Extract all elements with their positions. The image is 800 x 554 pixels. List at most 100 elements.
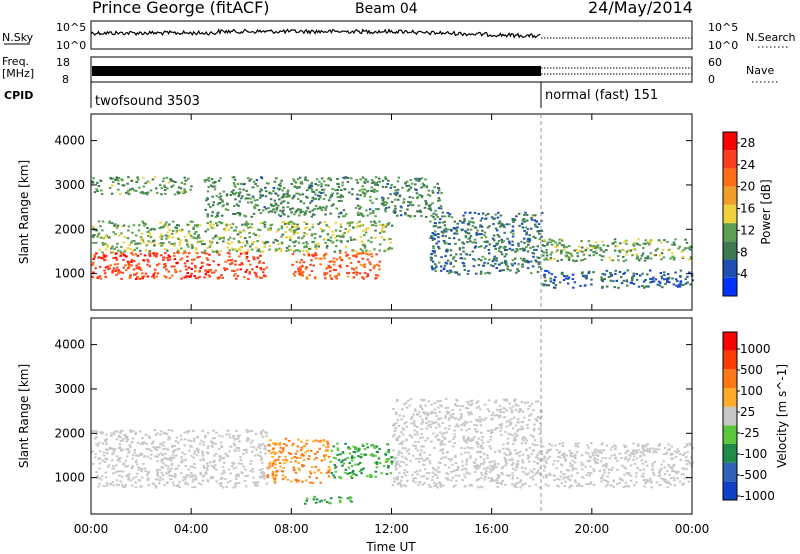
heatmap-cell [437,226,440,229]
heatmap-cell [632,274,635,277]
heatmap-cell [256,185,259,188]
heatmap-cell [121,470,125,473]
heatmap-cell [442,456,445,459]
heatmap-cell [184,482,187,485]
heatmap-cell [389,238,392,240]
heatmap-cell [404,213,407,216]
heatmap-cell [446,228,450,231]
heatmap-cell [259,222,262,225]
heatmap-cell [172,220,175,223]
heatmap-cell [631,277,634,280]
heatmap-cell [341,464,344,467]
heatmap-cell [521,437,524,440]
heatmap-cell [100,478,103,481]
heatmap-cell [260,268,263,271]
heatmap-cell [118,443,122,446]
heatmap-cell [169,470,172,473]
heatmap-cell [201,261,205,264]
heatmap-cell [175,262,178,265]
heatmap-cell [462,250,465,253]
heatmap-cell [314,204,318,207]
heatmap-cell [326,445,330,448]
heatmap-cell [439,441,442,444]
heatmap-cell [302,459,306,462]
heatmap-cell [476,430,479,433]
heatmap-cell [475,407,479,409]
heatmap-cell [601,280,604,283]
heatmap-cell [601,442,604,445]
heatmap-cell [607,276,611,278]
heatmap-cell [325,446,328,449]
heatmap-cell [677,471,680,473]
heatmap-cell [371,455,375,458]
heatmap-cell [496,229,499,232]
heatmap-cell [533,427,536,430]
heatmap-cell [91,275,94,278]
heatmap-cell [429,209,433,212]
heatmap-cell [204,471,208,474]
heatmap-cell [679,269,683,272]
heatmap-cell [261,429,265,432]
heatmap-cell [643,286,646,289]
heatmap-cell [615,279,618,282]
heatmap-cell [97,477,100,480]
heatmap-cell [286,478,290,481]
heatmap-cell [523,229,526,232]
heatmap-cell [280,225,284,228]
heatmap-cell [389,472,393,475]
heatmap-cell [436,434,439,437]
heatmap-cell [461,228,464,231]
heatmap-cell [626,269,630,272]
colorbar-swatch [723,388,737,407]
heatmap-cell [263,245,267,248]
heatmap-cell [574,467,578,470]
heatmap-cell [390,224,394,227]
heatmap-cell [409,186,413,189]
heatmap-cell [160,254,163,257]
heatmap-cell [265,435,268,437]
heatmap-cell [464,230,467,233]
heatmap-cell [185,239,188,241]
heatmap-cell [199,471,202,474]
heatmap-cell [244,215,248,218]
heatmap-cell [340,241,343,244]
heatmap-cell [355,226,359,229]
heatmap-cell [396,478,399,481]
heatmap-cell [415,192,419,195]
heatmap-cell [292,272,296,275]
heatmap-cell [184,476,188,478]
heatmap-cell [432,468,436,471]
heatmap-cell [654,278,658,281]
heatmap-cell [234,466,238,469]
heatmap-cell [433,250,436,253]
heatmap-cell [141,468,144,471]
heatmap-cell [461,478,464,481]
heatmap-cell [483,246,486,249]
heatmap-cell [315,189,318,191]
heatmap-cell [538,486,541,489]
heatmap-cell [496,477,499,480]
heatmap-cell [188,233,191,235]
heatmap-cell [282,213,285,216]
heatmap-cell [450,470,453,473]
heatmap-cell [226,251,230,254]
heatmap-cell [305,276,309,279]
heatmap-cell [218,196,221,199]
heatmap-cell [149,236,153,239]
heatmap-cell [641,462,645,465]
heatmap-cell [504,245,507,248]
heatmap-cell [172,451,175,454]
heatmap-cell [504,464,507,467]
heatmap-cell [340,199,343,202]
heatmap-cell [454,404,457,407]
heatmap-cell [587,240,591,243]
colorbar-swatch [723,132,737,151]
heatmap-cell [357,214,360,216]
heatmap-cell [261,209,265,212]
heatmap-cell [434,421,438,424]
heatmap-cell [259,195,263,198]
heatmap-cell [178,480,181,483]
heatmap-cell [564,277,568,280]
heatmap-cell [211,185,215,188]
heatmap-cell [400,485,403,488]
